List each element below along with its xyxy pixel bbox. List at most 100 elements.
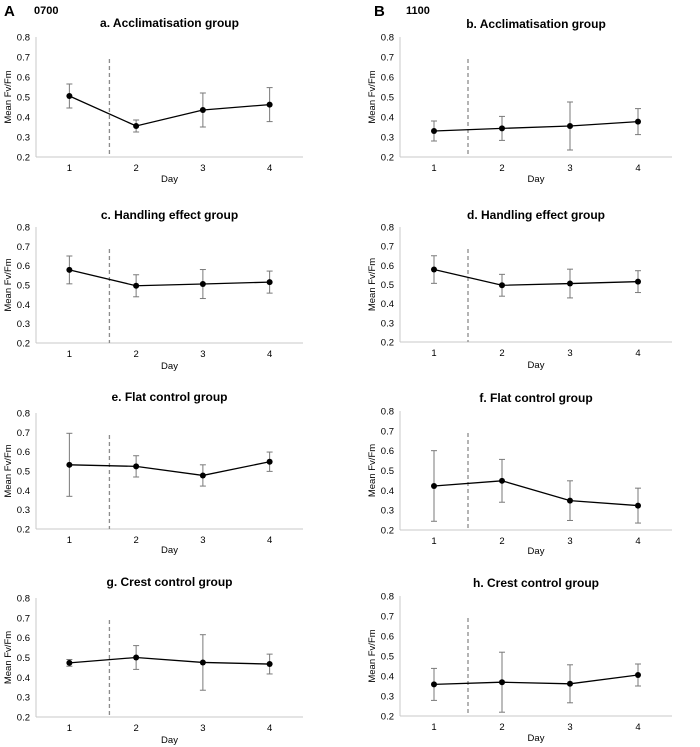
data-point — [499, 477, 505, 484]
y-tick-label: 0.7 — [381, 612, 394, 623]
chart-panel-4: d. Handling effect group 0.2 0.3 0.4 0.5 0.6 0… — [367, 208, 672, 371]
series-line — [433, 480, 639, 507]
data-point — [567, 123, 573, 129]
y-tick-label: 0.8 — [381, 592, 394, 603]
y-tick-label: 0.4 — [381, 672, 394, 683]
y-tick-label: 0.2 — [17, 525, 30, 536]
x-tick-label: 1 — [67, 163, 72, 174]
y-tick-label: 0.5 — [381, 280, 394, 291]
y-tick-label: 0.4 — [17, 300, 30, 311]
chart-panel-3: c. Handling effect group 0.2 0.3 0.4 0.5 0.6 0… — [3, 208, 303, 372]
data-point — [133, 123, 140, 129]
y-tick-label: 0.3 — [17, 693, 30, 704]
chart-title: a. Acclimatisation group — [100, 16, 239, 30]
x-tick-label: 2 — [499, 536, 504, 547]
x-axis-title: Day — [528, 174, 545, 185]
data-point — [133, 463, 140, 470]
series-line — [433, 268, 639, 286]
y-tick-label: 0.8 — [381, 407, 394, 418]
y-tick-label: 0.5 — [17, 467, 30, 478]
y-tick-label: 0.6 — [17, 633, 30, 644]
x-tick-label: 3 — [200, 163, 205, 174]
series-line — [69, 95, 270, 127]
panel-letter-b: B — [374, 3, 385, 20]
data-point — [567, 280, 573, 287]
column-time-a: 0700 — [34, 5, 58, 17]
x-axis-title: Day — [528, 733, 545, 744]
y-tick-label: 0.2 — [381, 526, 394, 537]
y-tick-label: 0.8 — [381, 33, 394, 44]
y-axis-title: Mean Fv/Fm — [3, 70, 14, 123]
x-tick-label: 2 — [133, 349, 138, 360]
x-tick-label: 4 — [635, 722, 640, 733]
series-line — [69, 656, 270, 665]
y-tick-label: 0.3 — [17, 133, 30, 144]
x-axis-title: Day — [528, 360, 545, 371]
y-tick-label: 0.3 — [17, 319, 30, 330]
y-tick-label: 0.4 — [17, 673, 30, 684]
y-axis-title: Mean Fv/Fm — [367, 444, 378, 497]
x-tick-label: 4 — [267, 723, 272, 734]
y-tick-label: 0.3 — [381, 692, 394, 703]
x-tick-label: 2 — [499, 163, 504, 174]
y-tick-label: 0.3 — [17, 505, 30, 516]
data-point — [66, 93, 73, 99]
data-point — [133, 654, 140, 661]
chart-title: b. Acclimatisation group — [466, 17, 606, 31]
data-point — [635, 278, 641, 285]
series-line — [69, 461, 270, 477]
series-line — [433, 120, 639, 132]
charts-group: a. Acclimatisation group 0.2 0.3 0.4 0.5 0.6 0… — [3, 16, 672, 746]
x-tick-label: 4 — [267, 535, 272, 546]
y-axis-title: Mean Fv/Fm — [3, 631, 14, 684]
panel-letter-a: A — [4, 3, 15, 20]
y-tick-label: 0.5 — [17, 653, 30, 664]
x-tick-label: 4 — [635, 348, 640, 359]
x-tick-label: 1 — [67, 723, 72, 734]
y-axis-title: Mean Fv/Fm — [367, 629, 378, 682]
x-tick-label: 3 — [200, 349, 205, 360]
x-axis-title: Day — [161, 174, 178, 185]
x-tick-label: 4 — [267, 349, 272, 360]
y-tick-label: 0.6 — [381, 632, 394, 643]
y-tick-label: 0.5 — [17, 93, 30, 104]
x-tick-label: 4 — [267, 163, 272, 174]
x-tick-label: 1 — [67, 535, 72, 546]
data-point — [199, 281, 206, 288]
y-tick-label: 0.8 — [381, 223, 394, 234]
x-axis-title: Day — [161, 361, 178, 372]
data-point — [499, 282, 505, 289]
data-point — [431, 482, 437, 489]
chart-panel-6: f. Flat control group 0.2 0.3 0.4 0.5 0.6 0.7 0… — [367, 391, 672, 557]
series-line — [433, 674, 639, 686]
chart-panel-7: g. Crest control group 0.2 0.3 0.4 0.5 0.6 0.7… — [3, 575, 303, 746]
data-point — [431, 128, 437, 134]
y-tick-label: 0.7 — [381, 53, 394, 64]
y-tick-label: 0.5 — [17, 281, 30, 292]
y-tick-label: 0.8 — [17, 33, 30, 44]
data-point — [266, 661, 273, 668]
y-tick-label: 0.5 — [381, 93, 394, 104]
data-point — [266, 458, 273, 465]
x-tick-label: 4 — [635, 536, 640, 547]
chart-title: e. Flat control group — [112, 390, 228, 404]
data-point — [499, 679, 505, 686]
y-tick-label: 0.8 — [17, 594, 30, 605]
y-tick-label: 0.2 — [381, 338, 394, 349]
series-line — [69, 269, 270, 287]
y-tick-label: 0.7 — [17, 428, 30, 439]
x-tick-label: 2 — [133, 163, 138, 174]
data-point — [635, 672, 641, 678]
y-tick-label: 0.8 — [17, 409, 30, 420]
data-point — [66, 461, 73, 468]
x-tick-label: 3 — [200, 535, 205, 546]
chart-title: g. Crest control group — [107, 575, 233, 589]
x-tick-label: 4 — [635, 163, 640, 174]
y-tick-label: 0.6 — [17, 73, 30, 84]
data-point — [431, 681, 437, 688]
data-point — [431, 266, 437, 273]
chart-title: d. Handling effect group — [467, 208, 605, 222]
data-point — [199, 659, 206, 666]
data-point — [635, 502, 641, 509]
x-tick-label: 1 — [431, 348, 436, 359]
